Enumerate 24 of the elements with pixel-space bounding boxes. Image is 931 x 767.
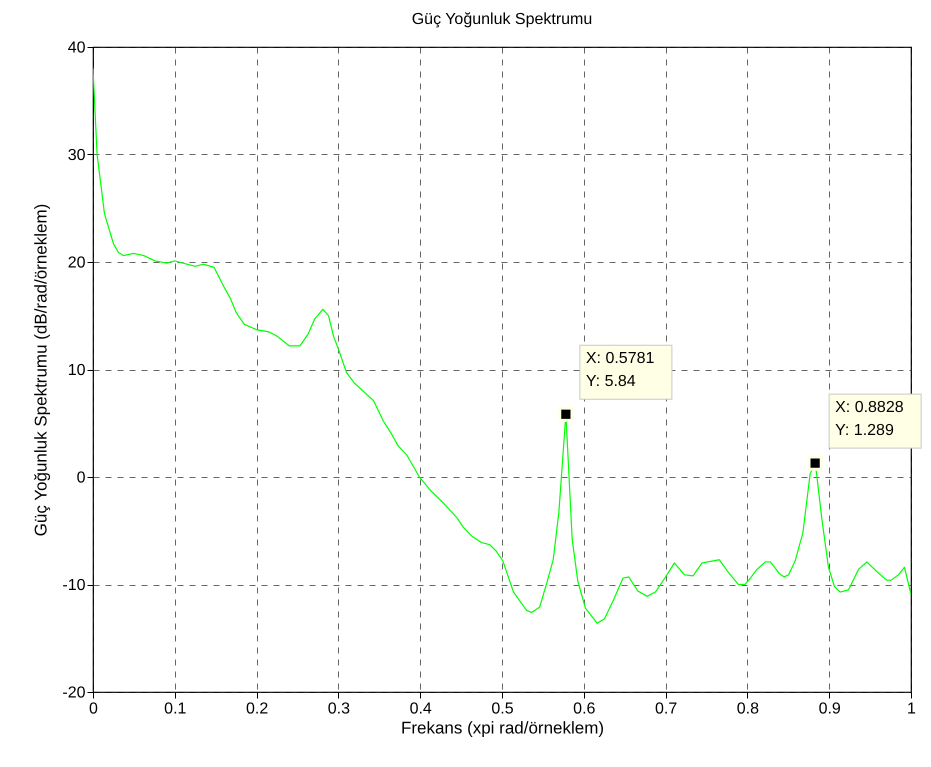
x-axis-title: Frekans (xpi rad/örneklem) — [400, 718, 604, 738]
y-tick-label: 10 — [68, 362, 86, 379]
y-tick-label: -20 — [62, 684, 86, 702]
x-tick-label: 1 — [907, 700, 916, 718]
y-tick-label: 40 — [68, 40, 86, 56]
x-tick-label: 0.2 — [246, 700, 268, 718]
x-tick-label: 0.1 — [164, 700, 187, 718]
x-tick-label: 0.8 — [736, 700, 760, 718]
x-tick-label: 0.4 — [410, 700, 432, 718]
annotation: X: 0.5781 Y: 5.84 — [586, 350, 654, 390]
y-tick-label: -10 — [62, 577, 86, 594]
x-tick-label: 0.5 — [491, 700, 514, 718]
line-series — [93, 68, 911, 624]
x-tick-label: 0.3 — [328, 700, 350, 718]
x-tick-label: 0 — [89, 700, 98, 718]
y-tick-label: 20 — [68, 254, 86, 272]
x-tick-label: 0.6 — [573, 700, 596, 718]
x-tick-label: 0.9 — [818, 700, 841, 718]
y-axis-title: Güç Yoğunluk Spektrumu (dB/rad/örneklem) — [31, 204, 50, 536]
y-tick-label: 30 — [68, 147, 86, 164]
annotation: X: 0.8828 Y: 1.289 — [835, 399, 904, 440]
y-tick-label: 0 — [76, 470, 86, 486]
chart-title: Güç Yoğunluk Spektrumu — [412, 11, 592, 28]
x-tick-label: 0.7 — [654, 700, 678, 718]
